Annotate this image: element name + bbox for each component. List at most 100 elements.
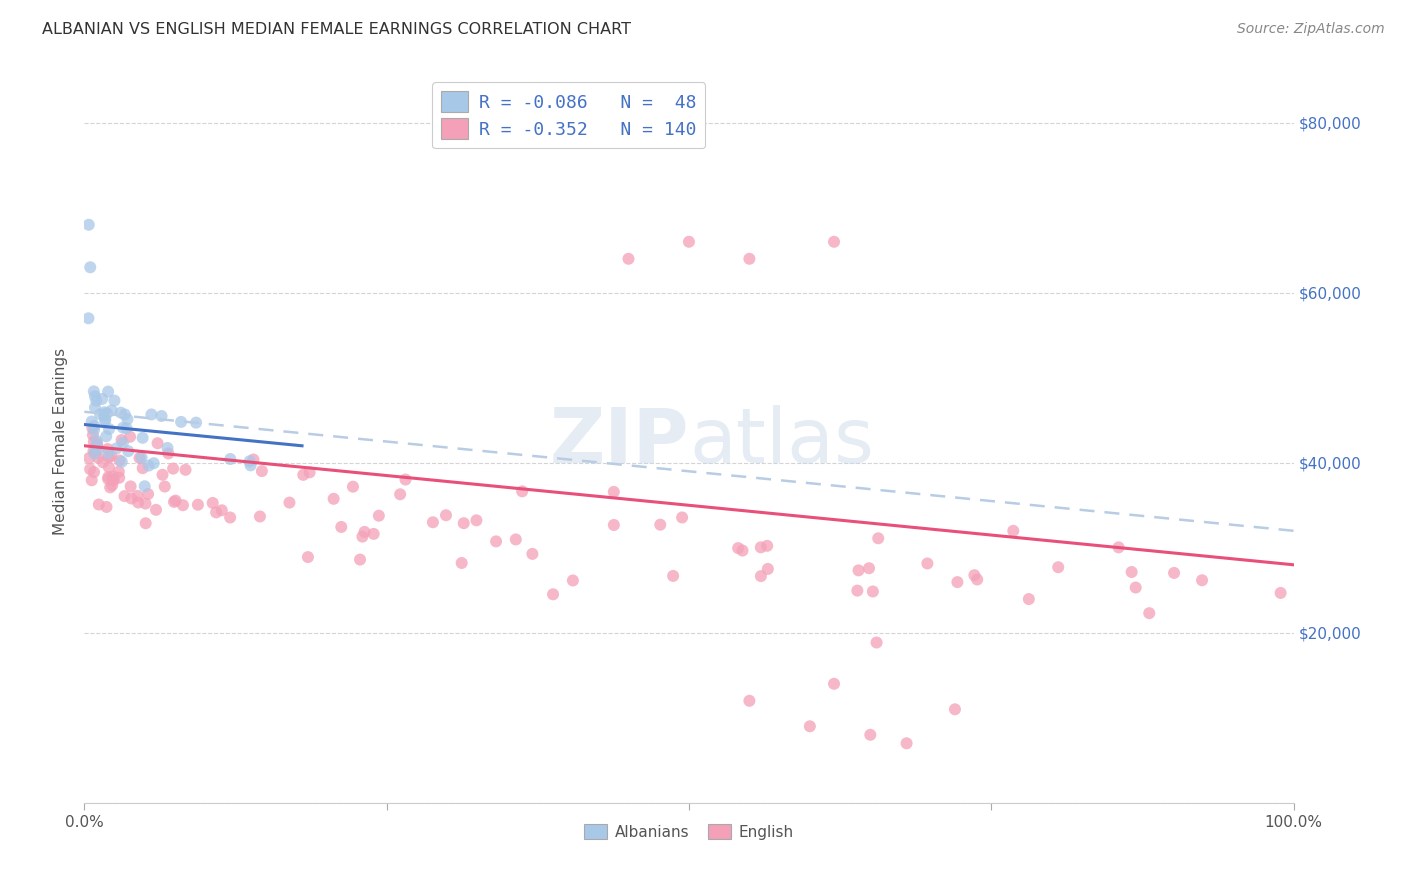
Point <box>97 460 120 475</box>
Text: atlas: atlas <box>689 405 873 478</box>
Point <box>349 552 371 566</box>
Point <box>84 389 107 403</box>
Point <box>83 423 105 437</box>
Point <box>453 516 475 531</box>
Point <box>917 557 939 571</box>
Point <box>77 218 100 232</box>
Point <box>136 487 159 501</box>
Point <box>1047 560 1070 574</box>
Point <box>96 406 118 420</box>
Point <box>101 478 124 492</box>
Point <box>84 393 107 408</box>
Point <box>1137 606 1160 620</box>
Point <box>1125 581 1147 595</box>
Point <box>77 451 100 466</box>
Text: ZIP: ZIP <box>550 405 689 478</box>
Point <box>105 442 128 456</box>
Point <box>86 438 108 452</box>
Point <box>671 510 693 524</box>
Point <box>1121 565 1143 579</box>
Point <box>97 384 120 399</box>
Point <box>94 413 117 427</box>
Point <box>505 533 527 547</box>
Point <box>87 498 110 512</box>
Point <box>859 728 882 742</box>
Point <box>465 513 488 527</box>
Point <box>174 463 197 477</box>
Point <box>963 568 986 582</box>
Point <box>97 450 120 464</box>
Point <box>94 412 117 426</box>
Point <box>114 408 136 422</box>
Point <box>100 449 122 463</box>
Point <box>100 403 122 417</box>
Point <box>103 469 125 483</box>
Point <box>117 412 139 426</box>
Point <box>541 587 564 601</box>
Point <box>298 466 321 480</box>
Point <box>97 442 120 456</box>
Point <box>135 516 157 531</box>
Point <box>162 461 184 475</box>
Point <box>96 500 118 514</box>
Point <box>91 392 114 406</box>
Point <box>946 575 969 590</box>
Point <box>249 509 271 524</box>
Point <box>799 719 821 733</box>
Point <box>278 495 301 509</box>
Point <box>749 569 772 583</box>
Point <box>239 454 262 468</box>
Point <box>93 405 115 419</box>
Point <box>352 530 374 544</box>
Point <box>77 311 100 326</box>
Point <box>108 465 131 479</box>
Point <box>134 479 156 493</box>
Point <box>82 428 104 442</box>
Point <box>128 450 150 465</box>
Point <box>80 415 103 429</box>
Point <box>250 464 273 478</box>
Point <box>846 583 869 598</box>
Point <box>170 415 193 429</box>
Point <box>205 505 228 519</box>
Point <box>79 462 101 476</box>
Point <box>522 547 544 561</box>
Point <box>138 458 160 473</box>
Point <box>1270 586 1292 600</box>
Point <box>131 450 153 465</box>
Point <box>91 455 114 469</box>
Point <box>865 635 887 649</box>
Point <box>83 384 105 399</box>
Point <box>756 539 779 553</box>
Point <box>363 527 385 541</box>
Point <box>89 407 111 421</box>
Legend: Albanians, English: Albanians, English <box>578 818 800 846</box>
Point <box>858 561 880 575</box>
Point <box>896 736 918 750</box>
Point <box>510 484 533 499</box>
Point <box>115 421 138 435</box>
Point <box>422 515 444 529</box>
Point <box>127 489 149 503</box>
Point <box>848 563 870 577</box>
Point <box>108 471 131 485</box>
Point <box>108 453 131 467</box>
Point <box>342 480 364 494</box>
Point <box>82 421 104 435</box>
Point <box>749 541 772 555</box>
Point <box>87 450 110 465</box>
Point <box>165 493 187 508</box>
Point <box>84 445 107 459</box>
Point <box>242 452 264 467</box>
Point <box>678 235 700 249</box>
Point <box>134 497 156 511</box>
Point <box>434 508 457 523</box>
Point <box>86 434 108 448</box>
Point <box>187 498 209 512</box>
Point <box>120 430 142 444</box>
Point <box>87 441 110 455</box>
Point <box>97 470 120 484</box>
Point <box>353 524 375 539</box>
Point <box>184 416 207 430</box>
Point <box>93 408 115 422</box>
